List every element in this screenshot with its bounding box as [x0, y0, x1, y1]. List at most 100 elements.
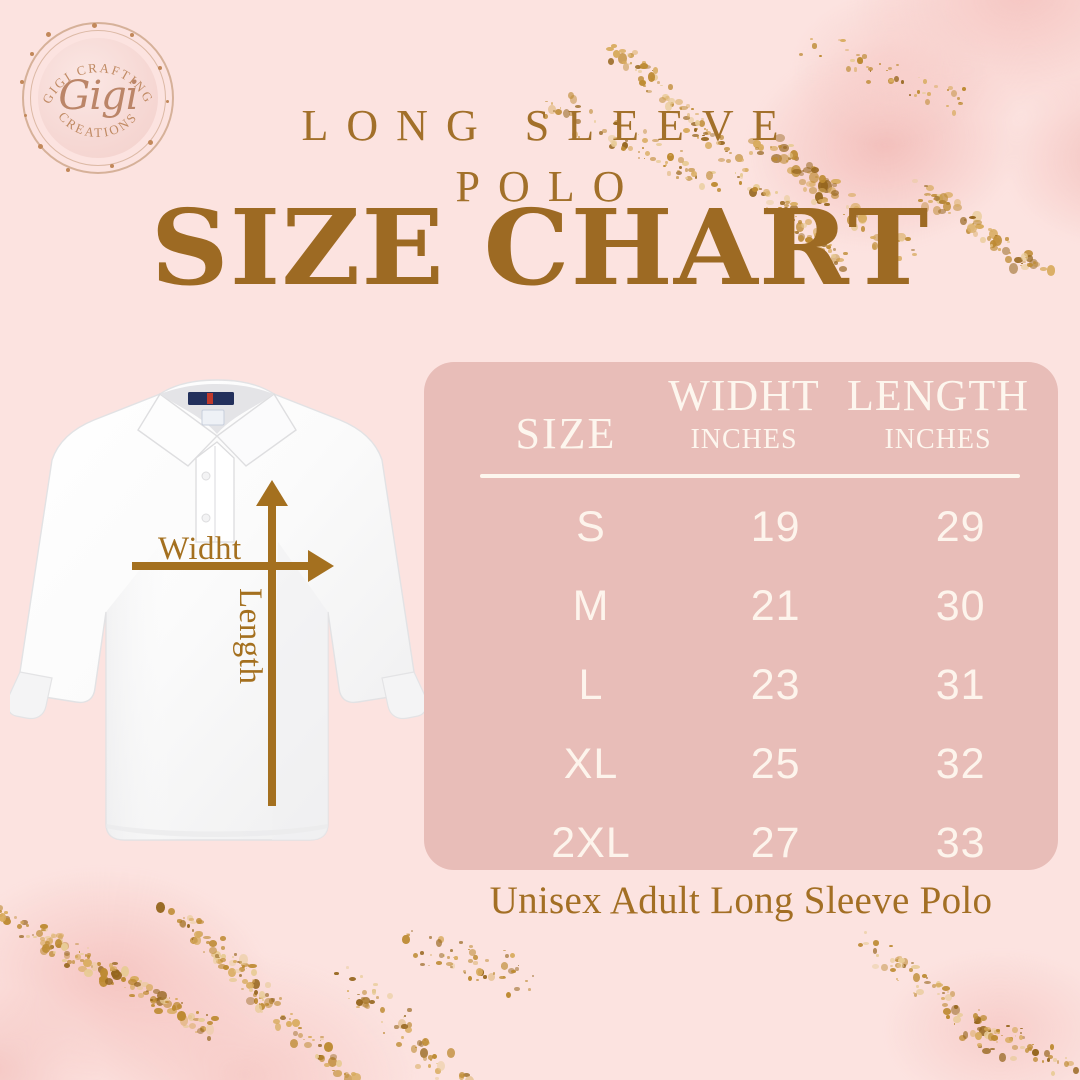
gold-fleck: [947, 89, 949, 92]
gold-fleck: [110, 981, 115, 986]
gold-fleck: [1005, 1037, 1013, 1044]
gold-fleck: [459, 941, 464, 944]
gold-fleck: [202, 951, 205, 953]
gold-fleck: [215, 959, 224, 964]
shirt-left-cuff: [10, 671, 53, 720]
gold-fleck: [911, 962, 914, 965]
gold-fleck: [292, 1019, 301, 1028]
logo-script-text: Gigi: [58, 73, 138, 120]
shirt-collar-right: [215, 392, 297, 467]
gold-fleck: [628, 53, 635, 59]
gold-fleck: [49, 951, 55, 957]
gold-fleck: [462, 1073, 470, 1077]
gold-fleck: [348, 977, 356, 982]
gold-fleck: [357, 993, 360, 995]
gold-fleck: [407, 1007, 412, 1013]
gold-fleck: [948, 86, 953, 91]
gold-fleck: [889, 945, 894, 948]
gold-fleck: [129, 993, 136, 997]
gold-fleck: [228, 967, 237, 978]
gold-fleck: [908, 968, 913, 973]
gold-fleck: [330, 1054, 338, 1060]
width-cell: 25: [750, 740, 801, 788]
gold-fleck: [136, 985, 144, 991]
gold-fleck: [269, 998, 274, 1004]
gold-fleck: [501, 962, 509, 970]
gold-fleck: [86, 946, 90, 950]
gold-fleck: [889, 967, 897, 973]
gold-fleck: [229, 978, 237, 982]
gold-fleck: [916, 988, 924, 995]
gold-fleck: [612, 50, 621, 59]
gold-fleck: [473, 954, 478, 961]
column-header-width-unit: INCHES: [690, 424, 798, 455]
gold-fleck: [64, 952, 70, 959]
gold-fleck: [809, 38, 813, 40]
gold-fleck: [328, 1057, 338, 1068]
gold-fleck: [890, 964, 894, 968]
gold-fleck: [976, 1017, 981, 1022]
gold-fleck: [944, 993, 952, 1001]
gold-fleck: [203, 935, 211, 939]
gold-fleck: [647, 72, 656, 83]
product-caption: Unisex Adult Long Sleeve Polo: [489, 879, 993, 922]
gold-fleck: [39, 924, 48, 929]
gold-fleck: [319, 1055, 325, 1062]
gold-fleck: [900, 79, 905, 85]
gold-fleck: [1073, 1066, 1079, 1074]
gold-fleck: [251, 968, 258, 976]
gold-fleck: [79, 953, 85, 956]
gold-fleck: [130, 975, 139, 983]
logo-sparkle-dot: [46, 32, 51, 37]
logo-sparkle-dot: [148, 140, 153, 145]
gold-fleck: [634, 64, 642, 70]
gold-fleck: [420, 951, 425, 956]
gold-fleck: [198, 1017, 206, 1023]
gold-fleck: [635, 68, 638, 72]
gold-fleck: [996, 1029, 1001, 1034]
gold-fleck: [188, 1015, 192, 1020]
gold-fleck: [878, 62, 882, 66]
gold-fleck: [188, 918, 194, 921]
gold-fleck: [139, 980, 142, 983]
gold-fleck: [218, 964, 227, 969]
gold-fleck: [259, 1003, 266, 1010]
gold-fleck: [57, 938, 63, 945]
gold-fleck: [1020, 1032, 1023, 1035]
gold-fleck: [897, 955, 902, 960]
gold-fleck: [857, 59, 863, 64]
gold-fleck: [990, 1048, 996, 1051]
gold-fleck: [359, 975, 363, 978]
gold-fleck: [935, 981, 942, 989]
gold-fleck: [355, 998, 364, 1006]
gold-fleck: [976, 1027, 982, 1032]
gold-fleck: [150, 998, 156, 1003]
gold-fleck: [387, 993, 393, 1000]
gold-fleck: [195, 918, 202, 925]
logo-inner-ring: [30, 30, 166, 166]
gold-fleck: [254, 1003, 263, 1013]
gold-fleck: [435, 961, 443, 966]
gold-fleck: [331, 1070, 335, 1072]
gold-fleck: [468, 949, 470, 951]
gold-fleck: [140, 981, 150, 987]
gold-fleck: [241, 962, 249, 967]
gold-fleck: [962, 1031, 969, 1039]
gold-fleck: [251, 978, 256, 984]
gold-fleck: [155, 997, 159, 1001]
gold-fleck: [983, 1030, 992, 1039]
gold-fleck: [33, 935, 38, 938]
gold-fleck: [622, 63, 630, 71]
gold-fleck: [191, 928, 195, 932]
gold-fleck: [190, 921, 197, 925]
shirt-left-shading: [106, 522, 178, 840]
gold-fleck: [237, 960, 242, 963]
gold-fleck: [402, 935, 410, 944]
gold-fleck: [208, 939, 218, 947]
gold-fleck: [898, 958, 906, 963]
gold-fleck: [1042, 1061, 1044, 1063]
column-header-width: WIDHT: [668, 371, 820, 420]
gold-fleck: [414, 1064, 422, 1070]
gold-fleck: [41, 928, 47, 931]
gold-fleck: [419, 1040, 425, 1047]
